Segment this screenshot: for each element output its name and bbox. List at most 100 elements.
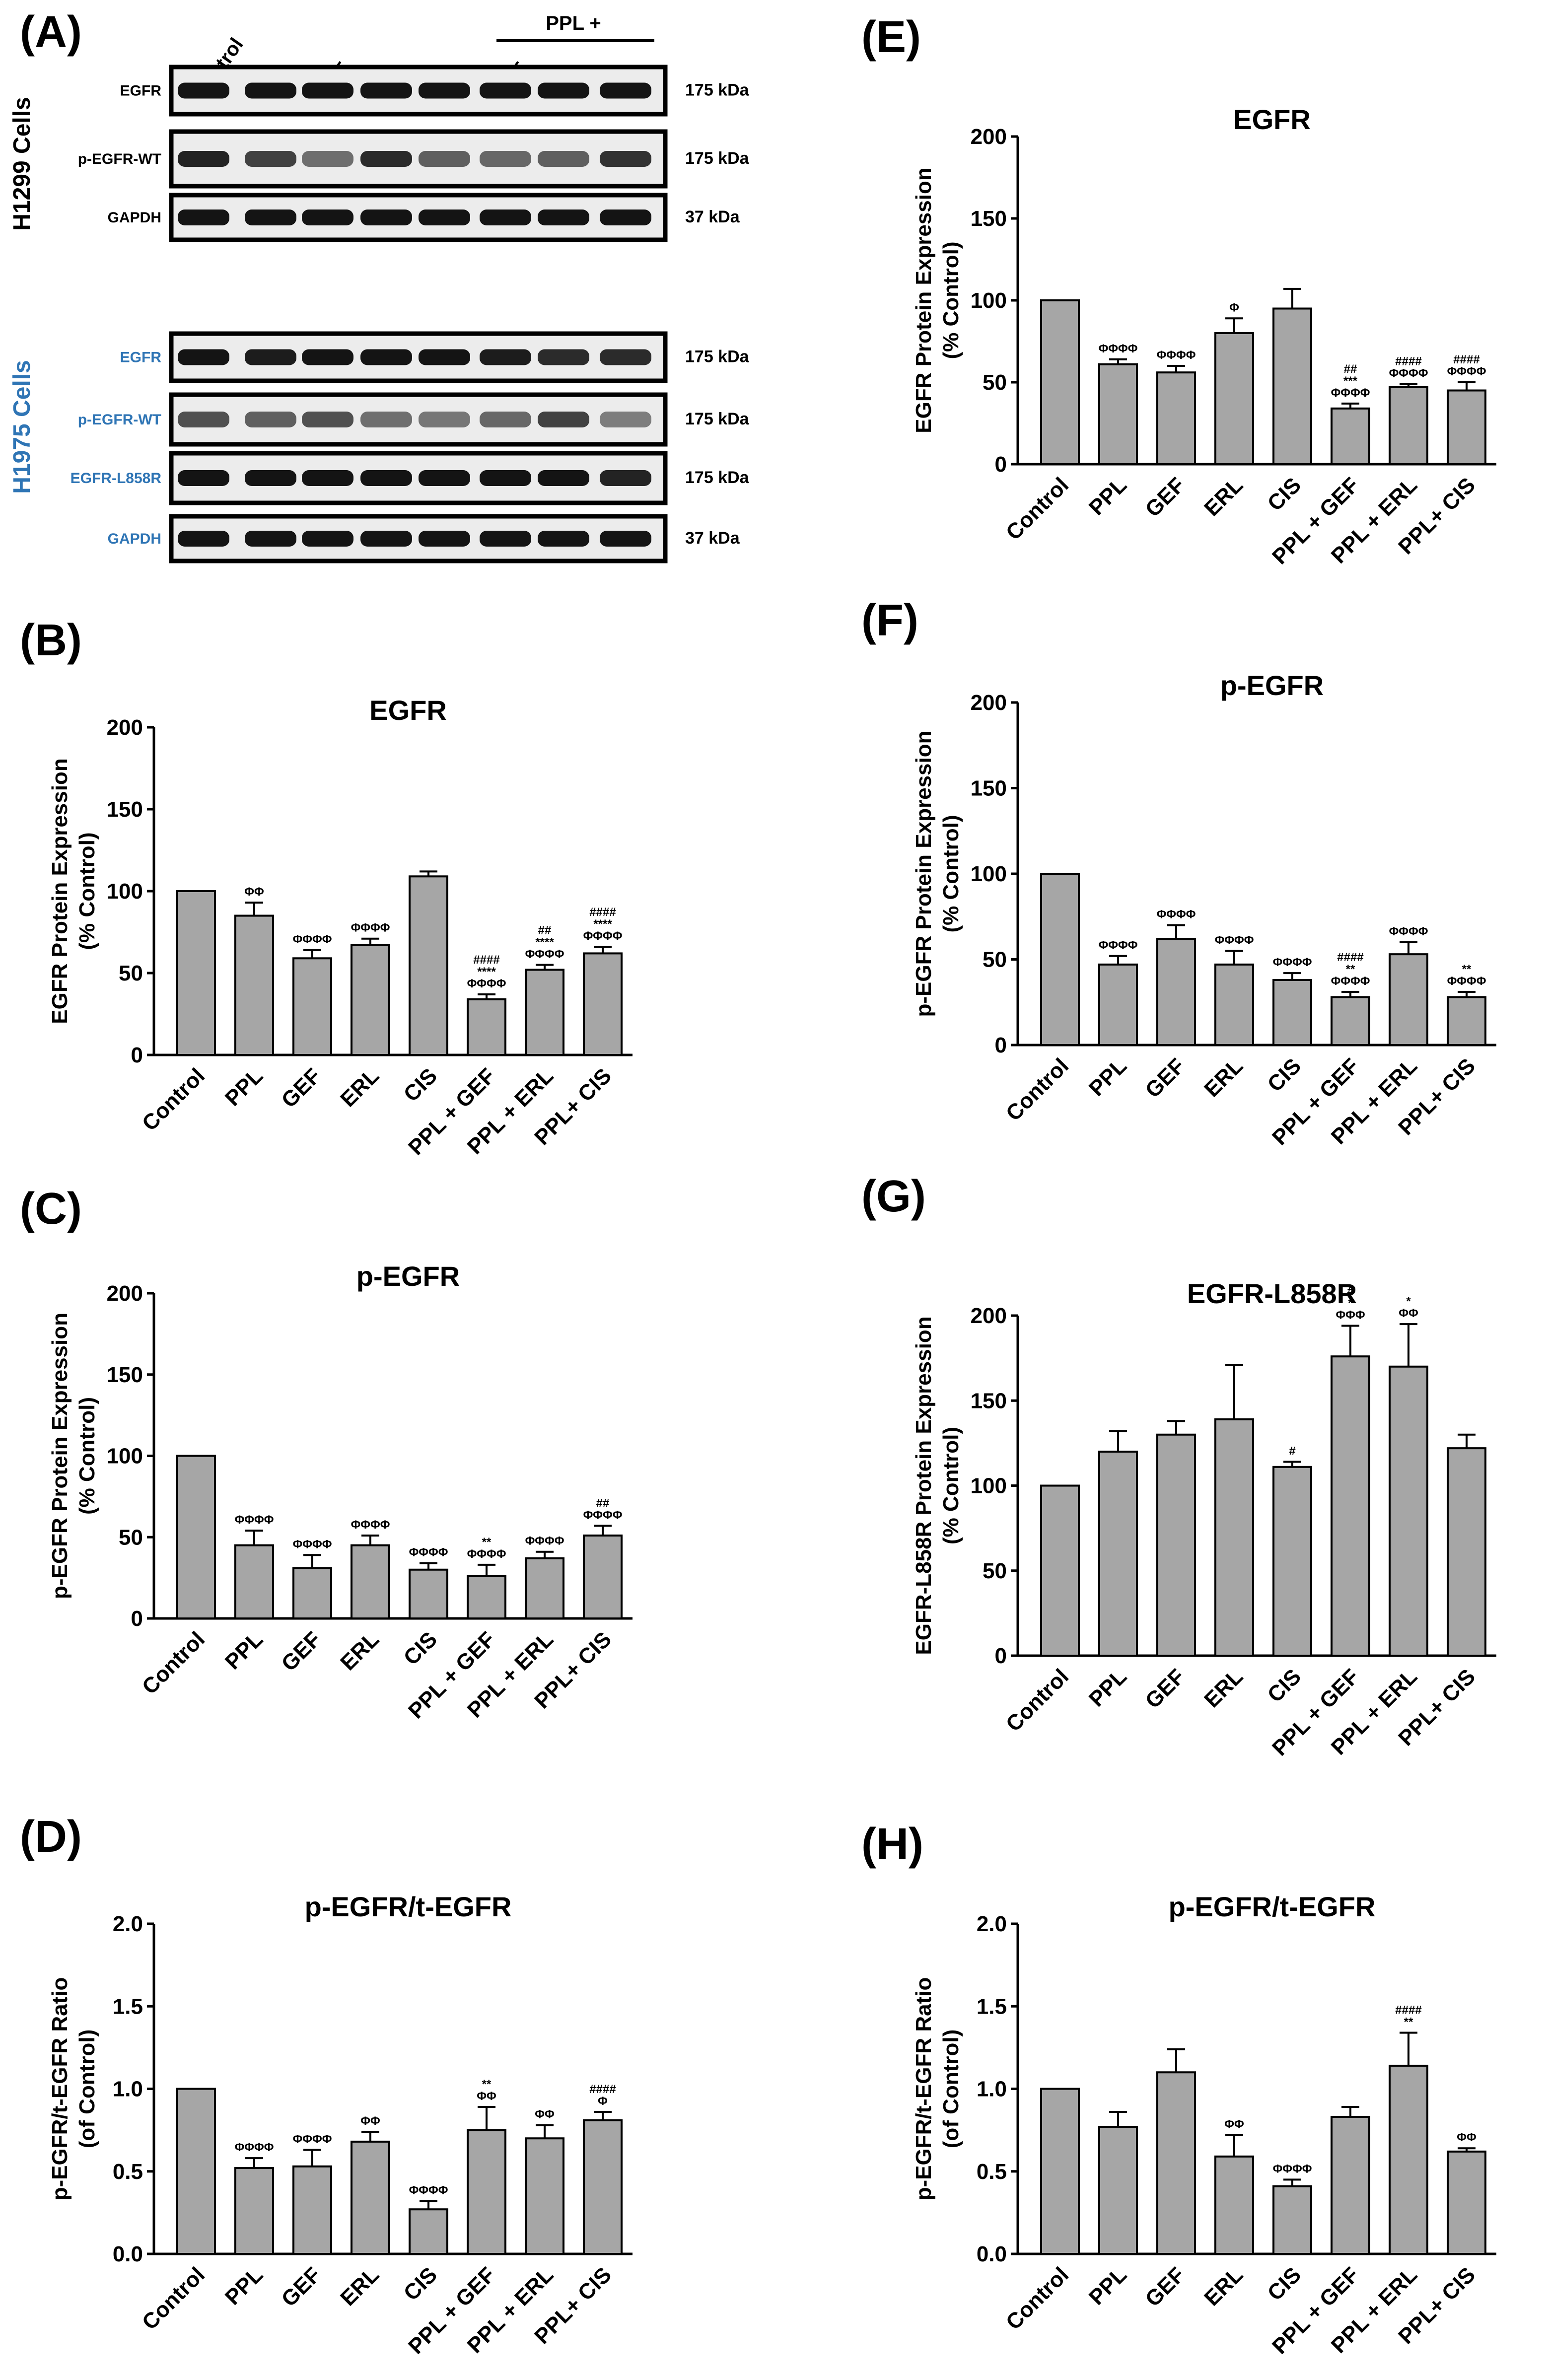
significance-label: ΦΦ	[244, 885, 264, 899]
blot-band	[178, 210, 229, 225]
significance-label: **	[1346, 963, 1355, 976]
panel-label: (D)	[20, 1812, 82, 1862]
data-bar	[1098, 963, 1138, 1046]
data-bar	[1214, 1418, 1254, 1657]
y-tick-label: 100	[107, 879, 143, 904]
y-axis-label: EGFR-L858R Protein Expression	[912, 1316, 936, 1655]
chart-title: p-EGFR	[1220, 670, 1324, 701]
significance-label: ΦΦΦΦ	[1447, 975, 1486, 988]
significance-label: Φ	[598, 2095, 608, 2108]
y-tick-label: 0.5	[113, 2160, 143, 2184]
data-bar	[1040, 299, 1080, 465]
significance-label: ΦΦΦΦ	[351, 921, 390, 935]
blot-kda-label: 37 kDa	[685, 208, 740, 226]
blot-band	[600, 210, 651, 225]
significance-label: ****	[477, 965, 496, 979]
y-tick-label: 150	[107, 797, 143, 822]
panel-label: (H)	[861, 1820, 923, 1869]
blot-band	[419, 349, 470, 365]
y-axis-label: p-EGFR Protein Expression	[912, 731, 936, 1017]
blot-band	[419, 151, 470, 167]
category-label: PPL	[1084, 1053, 1131, 1101]
category-label: GEF	[277, 1063, 326, 1113]
data-bar	[1272, 307, 1312, 465]
significance-label: ΦΦΦΦ	[1331, 975, 1370, 988]
significance-label: ΦΦ	[535, 2108, 554, 2121]
y-tick-label: 1.5	[113, 1994, 143, 2019]
category-label: Control	[1001, 2262, 1073, 2334]
blot-row: p-EGFR-WT 175 kDa	[78, 392, 750, 447]
blot-band	[419, 531, 470, 547]
y-tick-label: 0.0	[113, 2242, 143, 2266]
chart-g: (G) EGFR-L858R 0 50 100 150 200 EGFR-L858R Prot…	[861, 1172, 1496, 1760]
significance-label: ΦΦΦΦ	[1215, 933, 1254, 947]
blot-band	[600, 470, 651, 486]
significance-label: ####	[1395, 354, 1421, 368]
significance-label: ΦΦ	[360, 2114, 380, 2128]
blot-band	[178, 82, 229, 99]
blot-band	[480, 531, 531, 547]
blot-band	[600, 82, 651, 99]
blot-band	[600, 151, 651, 167]
data-bar	[1040, 873, 1080, 1046]
data-bar	[351, 1544, 390, 1619]
y-tick-label: 2.0	[113, 1912, 143, 1936]
category-label: GEF	[1140, 2262, 1190, 2311]
category-label: CIS	[399, 1627, 442, 1670]
data-bar	[1389, 386, 1428, 466]
blot-band	[302, 151, 353, 167]
significance-label: ##	[1344, 362, 1357, 376]
significance-label: ΦΦΦΦ	[235, 2141, 274, 2154]
significance-label: ΦΦΦΦ	[1273, 956, 1312, 969]
blot-band	[538, 531, 589, 547]
cell-line-label: H1299 Cells	[9, 97, 35, 231]
y-axis-label-unit: (of Control)	[939, 2030, 963, 2148]
data-bar	[1331, 2116, 1370, 2255]
blot-band	[178, 470, 229, 486]
blot-group: H1299 Cells EGFR 175 kDa p-EGFR-WT 175 kDa GA…	[9, 65, 750, 242]
category-label: Control	[1001, 1664, 1073, 1736]
blot-band	[360, 151, 412, 167]
y-axis-label: p-EGFR/t-EGFR Ratio	[912, 1977, 936, 2201]
category-label: ERL	[336, 1627, 384, 1675]
data-bar	[351, 944, 390, 1056]
y-tick-label: 200	[971, 691, 1007, 715]
y-tick-label: 100	[971, 1474, 1007, 1498]
chart-title: p-EGFR/t-EGFR	[1169, 1891, 1376, 1922]
significance-label: ΦΦΦΦ	[293, 2133, 332, 2146]
data-bar	[1156, 371, 1196, 466]
blot-row: EGFR 175 kDa	[120, 65, 750, 117]
data-bar	[583, 1534, 623, 1620]
significance-label: ΦΦΦΦ	[409, 1546, 448, 1559]
blot-band	[480, 349, 531, 365]
category-label: ERL	[1199, 473, 1248, 521]
data-bar	[409, 875, 448, 1056]
blot-band	[245, 210, 296, 225]
significance-label: ΦΦ	[477, 2090, 496, 2103]
significance-label: ΦΦΦΦ	[1099, 342, 1138, 355]
category-label: CIS	[399, 1063, 442, 1107]
significance-label: ΦΦΦΦ	[1273, 2162, 1312, 2175]
blot-row: GAPDH 37 kDa	[108, 514, 740, 563]
significance-label: ΦΦ	[1399, 1307, 1418, 1320]
blot-band	[178, 349, 229, 365]
blot-row-label: p-EGFR-WT	[78, 412, 161, 428]
y-tick-label: 50	[119, 961, 143, 985]
y-tick-label: 0	[131, 1043, 143, 1067]
y-axis-label-unit: (% Control)	[939, 815, 963, 932]
blot-band	[302, 412, 353, 427]
significance-label: ####	[589, 906, 616, 919]
blot-band	[178, 531, 229, 547]
data-bar	[1331, 407, 1370, 465]
data-bar	[409, 2208, 448, 2255]
blot-row-label: EGFR	[120, 83, 162, 99]
significance-label: ΦΦΦΦ	[467, 977, 506, 990]
category-label: GEF	[1140, 1053, 1190, 1103]
blot-band	[360, 82, 412, 99]
data-bar	[1156, 938, 1196, 1046]
blot-band	[302, 470, 353, 486]
blot-band	[302, 349, 353, 365]
data-bar	[583, 952, 623, 1056]
chart-title: EGFR	[1233, 104, 1311, 135]
y-axis-label-unit: (of Control)	[75, 2030, 99, 2148]
